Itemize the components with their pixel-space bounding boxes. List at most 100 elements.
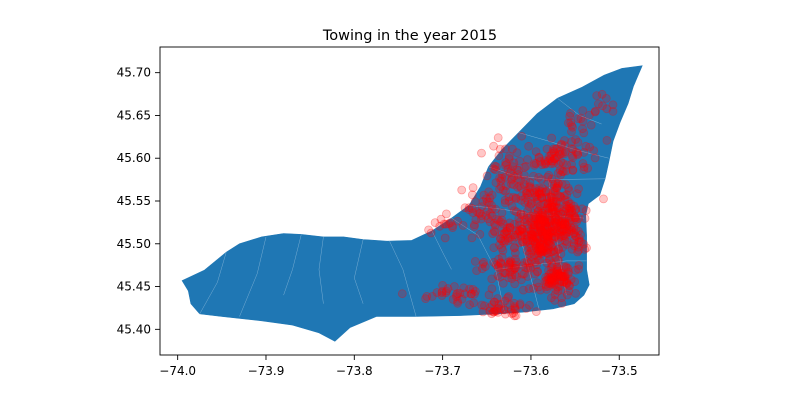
towing-point bbox=[509, 308, 518, 318]
towing-point bbox=[505, 232, 515, 242]
towing-point bbox=[455, 288, 465, 298]
towing-point bbox=[555, 146, 564, 156]
towing-point bbox=[561, 262, 571, 272]
towing-point bbox=[497, 223, 507, 233]
towing-point bbox=[467, 289, 476, 299]
towing-point bbox=[537, 229, 547, 239]
towing-point bbox=[507, 265, 517, 275]
towing-point bbox=[562, 278, 572, 288]
towing-point bbox=[550, 278, 559, 288]
chart-title: Towing in the year 2015 bbox=[322, 28, 497, 44]
towing-point bbox=[530, 160, 539, 170]
towing-point bbox=[557, 293, 566, 303]
towing-point bbox=[547, 149, 557, 159]
x-tick-label: −73.8 bbox=[336, 364, 373, 378]
towing-point bbox=[580, 244, 590, 254]
towing-point bbox=[559, 262, 569, 272]
towing-point bbox=[522, 246, 532, 256]
towing-point bbox=[511, 194, 521, 204]
montreal-districts-map bbox=[181, 65, 643, 342]
towing-point bbox=[561, 231, 570, 241]
towing-point bbox=[590, 153, 600, 163]
towing-point bbox=[548, 228, 558, 238]
towing-point bbox=[540, 225, 550, 235]
towing-point bbox=[575, 236, 584, 246]
towing-point bbox=[559, 206, 568, 216]
towing-point bbox=[547, 274, 557, 284]
towing-point bbox=[567, 225, 576, 235]
towing-point bbox=[547, 259, 556, 269]
towing-point bbox=[556, 157, 566, 167]
towing-point bbox=[559, 167, 568, 177]
towing-point bbox=[535, 238, 545, 248]
towing-point bbox=[453, 216, 463, 226]
towing-point bbox=[511, 193, 521, 203]
district-boundary bbox=[318, 236, 324, 304]
towing-point bbox=[568, 153, 578, 163]
towing-point bbox=[543, 198, 553, 208]
towing-point bbox=[537, 193, 547, 203]
towing-point bbox=[545, 203, 555, 213]
towing-point bbox=[491, 214, 501, 224]
towing-point bbox=[534, 186, 544, 195]
towing-point bbox=[567, 121, 577, 130]
towing-point bbox=[542, 144, 552, 154]
towing-point bbox=[570, 235, 579, 245]
towing-point bbox=[547, 202, 557, 212]
towing-point bbox=[581, 141, 591, 151]
towing-point bbox=[502, 226, 511, 236]
towing-point bbox=[556, 192, 565, 202]
towing-point bbox=[601, 94, 611, 103]
towing-point bbox=[515, 220, 524, 230]
towing-point bbox=[555, 281, 564, 291]
towing-point bbox=[561, 213, 570, 223]
towing-point bbox=[487, 300, 497, 310]
towing-point bbox=[507, 235, 517, 245]
towing-point bbox=[535, 214, 545, 224]
towing-point bbox=[545, 236, 554, 246]
towing-point bbox=[526, 230, 536, 240]
towing-point bbox=[554, 228, 564, 238]
towing-point bbox=[547, 215, 556, 225]
towing-point bbox=[497, 173, 507, 183]
towing-point bbox=[565, 111, 575, 121]
towing-point bbox=[528, 229, 537, 239]
towing-point bbox=[453, 296, 463, 306]
towing-point bbox=[430, 218, 440, 228]
towing-point bbox=[533, 194, 542, 204]
towing-point bbox=[564, 199, 574, 209]
y-tick-label: 45.45 bbox=[117, 280, 151, 294]
towing-point bbox=[496, 176, 506, 186]
towing-point bbox=[537, 160, 547, 170]
towing-point bbox=[500, 195, 510, 205]
towing-point bbox=[501, 309, 510, 319]
towing-point bbox=[546, 229, 556, 239]
towing-point bbox=[535, 255, 545, 265]
towing-point bbox=[478, 307, 488, 317]
towing-point bbox=[544, 229, 554, 239]
towing-point bbox=[568, 122, 577, 132]
towing-point bbox=[502, 159, 511, 169]
towing-point bbox=[505, 223, 515, 233]
towing-point bbox=[493, 271, 503, 281]
towing-point bbox=[493, 307, 503, 317]
towing-point bbox=[530, 210, 540, 220]
towing-point bbox=[440, 233, 450, 243]
towing-point bbox=[545, 154, 555, 164]
towing-point bbox=[535, 239, 545, 249]
towing-points-layer bbox=[397, 89, 618, 321]
towing-point bbox=[479, 257, 489, 267]
towing-point bbox=[535, 201, 545, 211]
towing-point bbox=[548, 179, 557, 189]
towing-point bbox=[529, 250, 539, 260]
towing-point bbox=[522, 188, 531, 198]
y-tick-label: 45.55 bbox=[117, 194, 151, 208]
towing-point bbox=[556, 220, 566, 230]
towing-point bbox=[576, 237, 586, 247]
towing-point bbox=[528, 236, 538, 246]
towing-point bbox=[558, 272, 568, 282]
towing-point bbox=[508, 265, 518, 275]
towing-point bbox=[511, 254, 520, 264]
towing-point bbox=[550, 272, 559, 281]
towing-point bbox=[547, 222, 557, 232]
